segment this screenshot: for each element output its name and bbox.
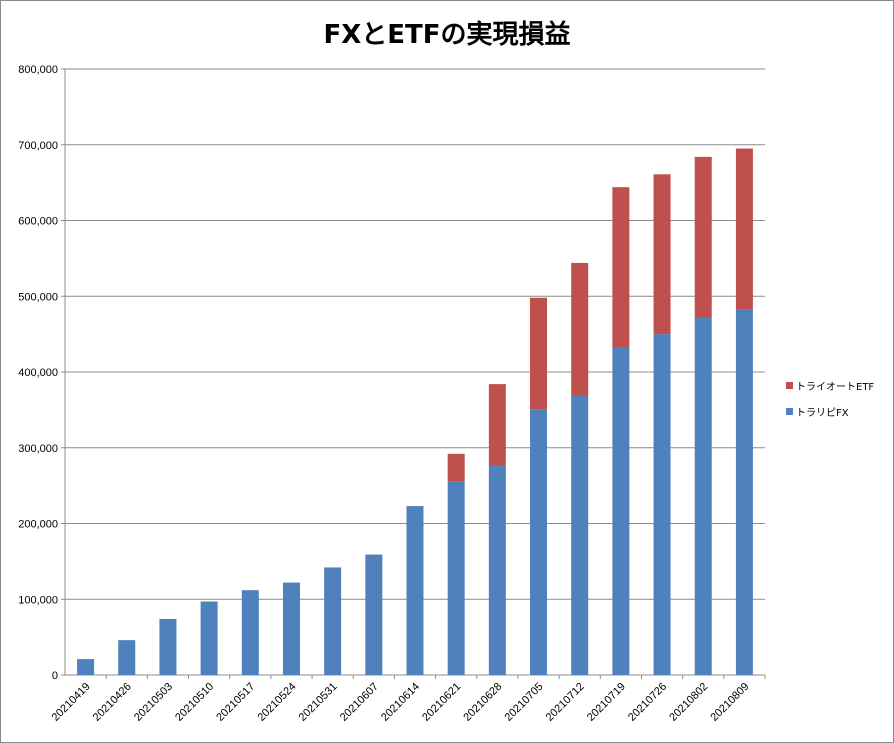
bar-fx	[653, 334, 671, 675]
legend: トライオートETF トラリピFX	[786, 378, 874, 430]
y-tick-label: 500,000	[18, 291, 58, 303]
x-tick-label: 20210712	[544, 681, 587, 724]
y-tick-label: 800,000	[18, 64, 58, 76]
legend-swatch-fx	[786, 407, 793, 415]
bar-etf	[694, 156, 712, 318]
x-tick-label: 20210419	[50, 681, 93, 724]
bar-etf	[447, 453, 465, 482]
bar-fx	[694, 317, 712, 675]
x-tick-label: 20210621	[420, 681, 463, 724]
x-tick-label: 20210719	[585, 681, 628, 724]
bar-etf	[612, 187, 630, 348]
x-tick-label: 20210614	[379, 681, 422, 724]
bar-fx	[571, 395, 589, 675]
x-tick-label: 20210524	[255, 681, 298, 724]
bar-fx	[530, 409, 548, 675]
legend-swatch-etf	[786, 381, 793, 389]
bar-fx	[241, 590, 259, 675]
bar-fx	[200, 601, 218, 675]
bar-fx	[406, 506, 424, 675]
y-tick-label: 0	[52, 670, 58, 682]
y-tick-label: 700,000	[18, 140, 58, 152]
bar-etf	[530, 297, 548, 410]
bar-fx	[447, 481, 465, 675]
x-tick-label: 20210531	[297, 681, 340, 724]
bar-etf	[571, 262, 589, 396]
x-tick-label: 20210809	[708, 681, 751, 724]
bar-etf	[488, 384, 506, 466]
x-tick-label: 20210802	[667, 681, 710, 724]
bar-fx	[612, 347, 630, 675]
x-tick-label: 20210726	[626, 681, 669, 724]
y-tick-label: 400,000	[18, 367, 58, 379]
legend-label-etf: トライオートETF	[796, 381, 875, 393]
y-tick-label: 600,000	[18, 216, 58, 228]
bar-fx	[118, 640, 136, 675]
x-tick-label: 20210607	[338, 681, 381, 724]
bar-fx	[735, 309, 753, 675]
bar-etf	[735, 148, 753, 310]
bar-fx	[282, 582, 300, 675]
x-tick-label: 20210510	[173, 681, 216, 724]
chart-title: FXとETFの実現損益	[323, 20, 571, 50]
x-tick-label: 20210705	[503, 681, 546, 724]
bar-fx	[324, 567, 342, 675]
y-tick-label: 300,000	[18, 443, 58, 455]
y-tick-label: 200,000	[18, 519, 58, 531]
bar-fx	[77, 659, 95, 675]
legend-item-etf: トライオートETF	[786, 378, 875, 393]
bar-fx	[365, 554, 383, 675]
x-tick-label: 20210628	[461, 681, 504, 724]
legend-item-fx: トラリピFX	[786, 404, 874, 419]
x-tick-label: 20210517	[214, 681, 257, 724]
legend-label-fx: トラリピFX	[796, 407, 849, 419]
x-tick-label: 20210503	[132, 681, 175, 724]
x-tick-label: 20210426	[91, 681, 134, 724]
bar-fx	[159, 618, 177, 675]
y-tick-label: 100,000	[18, 594, 58, 606]
bar-fx	[488, 465, 506, 675]
bar-etf	[653, 174, 671, 335]
